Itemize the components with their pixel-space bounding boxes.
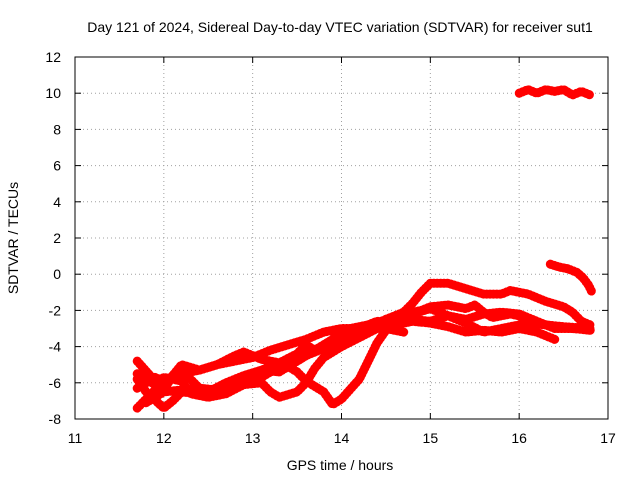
x-tick-label: 14 [334,430,350,446]
series-marks-trace-6 [132,322,409,393]
x-axis-label: GPS time / hours [287,457,394,473]
y-tick-label: 6 [53,158,61,174]
chart-title: Day 121 of 2024, Sidereal Day-to-day VTE… [87,19,593,35]
x-tick-label: 12 [156,430,172,446]
x-tick-label: 16 [511,430,527,446]
y-tick-label: -2 [49,302,62,318]
y-tick-label: 8 [53,121,61,137]
x-tick-label: 15 [423,430,439,446]
series-marks-trace-8 [545,259,597,297]
series-marks-trace-7 [514,85,595,100]
x-tick-label: 17 [600,430,616,446]
y-tick-label: 2 [53,230,61,246]
x-tick-label: 11 [68,430,83,446]
series-marks-trace-3 [132,304,577,413]
x-tick-labels: 11 12 13 14 15 16 17 [68,430,616,446]
y-tick-label: 10 [45,85,61,101]
series-marks-trace-4 [132,278,595,402]
x-tick-label: 13 [245,430,261,446]
y-axis-label: SDTVAR / TECUs [5,182,21,294]
y-tick-labels: -8 -6 -4 -2 0 2 4 6 8 10 12 [45,49,61,427]
y-tick-label: -4 [49,339,62,355]
y-tick-label: 4 [53,194,61,210]
y-tick-label: -8 [49,411,62,427]
y-tick-label: -6 [49,375,62,391]
axis-ticks [74,56,609,420]
series-marks-trace-5 [141,316,560,409]
y-tick-label: 12 [45,49,61,65]
series-group [132,85,597,413]
y-tick-label: 0 [53,266,61,282]
